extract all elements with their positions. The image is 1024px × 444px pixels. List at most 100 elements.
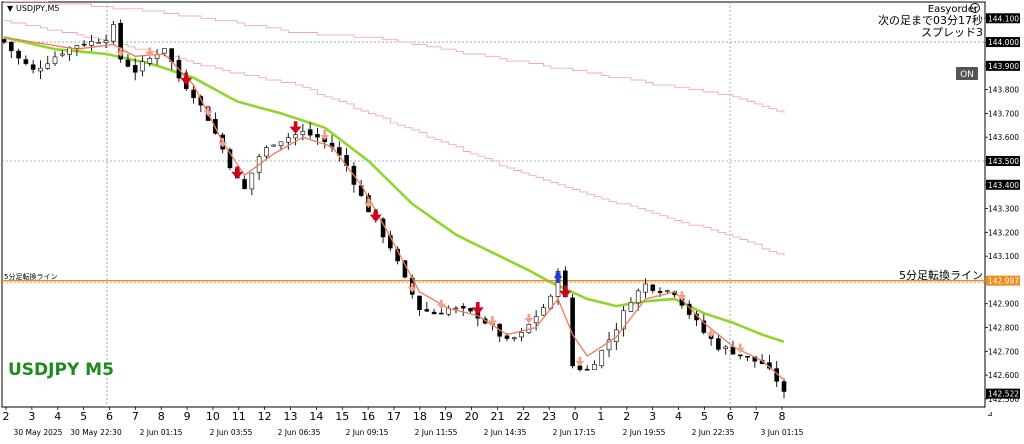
svg-text:144.100: 144.100 — [988, 14, 1019, 23]
symbol-watermark: USDJPY M5 — [8, 360, 114, 380]
down-arrow-icon — [735, 343, 745, 354]
on-button-label: ON — [960, 70, 974, 80]
x-hour-label: 5 — [701, 410, 708, 423]
x-hour-label: 8 — [158, 410, 165, 423]
fast-ma-line — [3, 36, 785, 381]
y-price-tag: 142.997 — [986, 275, 1020, 286]
candle — [424, 301, 430, 313]
y-price-tag: 143.900 — [986, 60, 1020, 71]
x-date-label: 2 Jun 03:55 — [210, 428, 253, 437]
x-hour-label: 7 — [753, 410, 760, 423]
x-hour-label: 17 — [387, 410, 401, 423]
y-price-tag: 144.000 — [986, 37, 1020, 48]
mid-ma-line — [3, 36, 785, 344]
candle — [628, 297, 634, 312]
candle — [592, 360, 597, 371]
candle — [264, 145, 269, 160]
candle — [781, 378, 787, 399]
level-label-right: 5分足転換ライン — [899, 269, 983, 282]
y-price-tag: 144.100 — [986, 13, 1020, 24]
triangle-down-icon[interactable]: ▼ — [7, 4, 14, 13]
svg-text:143.500: 143.500 — [988, 157, 1019, 166]
x-date-label: 2 Jun 01:15 — [140, 428, 183, 437]
candle — [293, 133, 298, 146]
y-tick-label: 142.700 — [988, 347, 1019, 356]
x-hour-label: 6 — [727, 410, 734, 423]
level-label-left: 5分足転換ライン — [4, 272, 57, 281]
x-hour-label: 4 — [54, 410, 61, 423]
candle — [81, 40, 87, 48]
down-arrow-icon — [524, 313, 534, 324]
x-hour-label: 2 — [623, 410, 630, 423]
down-arrow-icon — [559, 285, 572, 298]
candle — [285, 133, 291, 150]
candle — [242, 176, 247, 190]
candle — [570, 293, 575, 369]
candle — [52, 51, 58, 66]
ea-name: Easyorder — [928, 4, 979, 15]
x-hour-label: 13 — [284, 410, 298, 423]
svg-text:142.997: 142.997 — [988, 277, 1019, 286]
x-hour-label: 3 — [649, 410, 656, 423]
down-arrow-icon — [487, 316, 497, 326]
candle — [584, 365, 590, 371]
candle — [621, 305, 626, 337]
down-arrow-icon — [231, 166, 244, 180]
ea-countdown: 次の足まで03分17秒 — [878, 13, 983, 27]
x-date-label: 30 May 22:30 — [70, 428, 122, 437]
ea-spread: スプレッド3 — [921, 26, 983, 39]
candle — [23, 55, 29, 66]
x-hour-label: 3 — [28, 410, 35, 423]
x-hour-label: 4 — [675, 410, 682, 423]
candle — [643, 278, 648, 299]
candle — [650, 283, 656, 294]
candle — [541, 303, 546, 316]
candle — [132, 58, 138, 81]
down-arrow-icon — [203, 106, 213, 117]
candle — [191, 84, 196, 104]
candle — [745, 355, 750, 361]
y-price-tag: 143.500 — [986, 155, 1020, 166]
svg-text:143.400: 143.400 — [988, 181, 1019, 190]
x-date-label: 2 Jun 11:55 — [415, 428, 458, 437]
candle — [38, 60, 43, 80]
y-tick-label: 143.700 — [988, 109, 1019, 118]
candle — [96, 38, 102, 44]
y-tick-label: 142.600 — [988, 371, 1019, 380]
x-date-label: 2 Jun 06:35 — [278, 428, 321, 437]
svg-text:c: c — [973, 6, 976, 13]
candle — [89, 35, 94, 51]
candle — [723, 345, 728, 355]
x-hour-label: 22 — [516, 410, 530, 423]
y-tick-label: 143.600 — [988, 133, 1019, 142]
y-tick-label: 142.500 — [988, 395, 1019, 404]
window-title: USDJPY,M5 — [16, 4, 60, 13]
candle — [701, 314, 707, 335]
candle — [271, 144, 277, 147]
down-arrow-icon — [677, 291, 687, 301]
y-tick-label: 142.900 — [988, 300, 1019, 309]
x-hour-label: 10 — [206, 410, 220, 423]
y-tick-label: 143.100 — [988, 252, 1019, 261]
candle — [30, 60, 36, 74]
candle — [460, 303, 466, 316]
y-tick-label: 143.800 — [988, 86, 1019, 95]
down-arrow-icon — [289, 121, 302, 134]
y-tick-label: 143.200 — [988, 228, 1019, 237]
candle — [716, 335, 721, 352]
down-arrow-icon — [116, 47, 126, 57]
candle — [249, 172, 255, 196]
candle — [737, 354, 743, 360]
on-button[interactable]: ON — [956, 67, 978, 80]
svg-text:142.522: 142.522 — [988, 390, 1019, 399]
candle — [307, 122, 313, 139]
x-date-label: 2 Jun 19:55 — [623, 428, 666, 437]
x-hour-label: 6 — [106, 410, 113, 423]
copyright-circle-icon: c — [970, 3, 980, 13]
down-arrow-icon — [706, 328, 716, 338]
down-arrow-icon — [145, 47, 155, 57]
down-arrow-icon — [320, 130, 330, 141]
x-hour-label: 0 — [572, 410, 579, 423]
